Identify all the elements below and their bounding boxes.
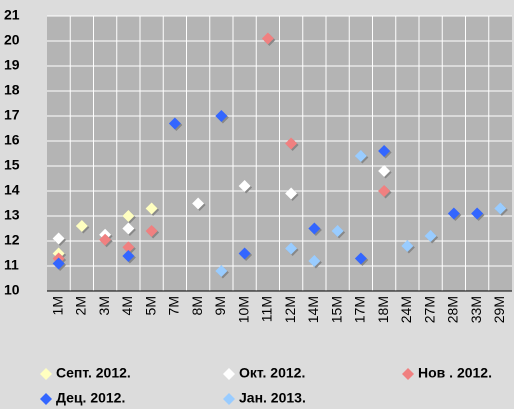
y-tick-label: 17	[4, 107, 20, 123]
marker	[238, 247, 251, 260]
x-tick-label: 11M	[259, 296, 275, 322]
marker	[285, 242, 298, 255]
marker	[122, 241, 135, 254]
marker	[354, 252, 367, 265]
y-tick-label: 11	[4, 257, 19, 273]
marker	[447, 207, 460, 220]
marker	[471, 207, 484, 220]
x-tick-label: 18M	[375, 296, 391, 323]
x-tick-label: 33M	[468, 296, 484, 323]
x-tick-label: 2M	[73, 296, 89, 315]
x-tick-label: 15M	[328, 296, 344, 323]
y-tick-label: 16	[4, 132, 20, 148]
marker	[215, 265, 228, 277]
marker	[192, 197, 205, 210]
y-tick-label: 18	[4, 82, 20, 98]
marker	[401, 240, 414, 252]
marker	[238, 180, 251, 192]
legend-label: Септ. 2012.	[56, 365, 131, 381]
y-tick-label: 10	[4, 282, 20, 298]
y-tick-label: 15	[4, 157, 20, 173]
legend-label: Јан. 2013.	[239, 390, 306, 406]
x-tick-label: 10M	[235, 296, 251, 323]
legend-marker	[40, 368, 52, 380]
y-tick-label: 13	[4, 207, 20, 223]
x-tick-label: 7M	[166, 296, 182, 315]
x-tick-label: 4M	[119, 296, 135, 315]
marker	[52, 257, 65, 270]
marker	[354, 150, 367, 162]
legend-label: Дец. 2012.	[56, 390, 125, 406]
y-tick-label: 21	[4, 7, 20, 23]
legend-marker	[402, 368, 414, 380]
marker	[145, 202, 158, 215]
marker	[122, 210, 135, 222]
y-tick-label: 19	[4, 57, 20, 73]
x-tick-label: 28M	[445, 296, 461, 323]
x-tick-label: 1M	[49, 296, 65, 315]
x-tick-label: 17M	[352, 296, 368, 323]
marker	[52, 232, 65, 245]
legend-label: Нов . 2012.	[418, 365, 492, 381]
marker	[308, 222, 321, 235]
marker	[331, 225, 344, 237]
marker	[75, 220, 88, 232]
marker	[378, 185, 391, 197]
x-tick-label: 27M	[421, 296, 437, 323]
marker	[99, 233, 112, 246]
marker	[261, 32, 274, 45]
legend-label: Окт. 2012.	[239, 365, 305, 381]
x-tick-label: 29M	[491, 296, 507, 323]
x-tick-label: 9M	[212, 296, 228, 315]
legend-marker	[40, 393, 52, 405]
legend-marker	[223, 368, 235, 380]
marker	[424, 230, 437, 242]
x-tick-label: 8M	[189, 296, 205, 315]
y-tick-label: 20	[4, 32, 20, 48]
marker	[168, 117, 181, 130]
y-tick-label: 14	[4, 182, 20, 198]
marker	[145, 225, 158, 237]
marker	[378, 145, 391, 157]
marker	[494, 202, 507, 215]
marker	[285, 187, 298, 200]
marker	[308, 255, 321, 267]
x-tick-label: 24M	[398, 296, 414, 323]
marker	[215, 110, 228, 122]
x-tick-label: 12M	[282, 296, 298, 323]
marker	[285, 137, 298, 150]
legend-marker	[223, 393, 235, 405]
x-tick-label: 14M	[305, 296, 321, 323]
marker	[122, 222, 135, 235]
x-tick-label: 3M	[96, 296, 112, 315]
x-tick-label: 5M	[142, 296, 158, 315]
marker	[122, 250, 135, 262]
y-tick-label: 12	[4, 232, 20, 248]
marker	[378, 165, 391, 177]
